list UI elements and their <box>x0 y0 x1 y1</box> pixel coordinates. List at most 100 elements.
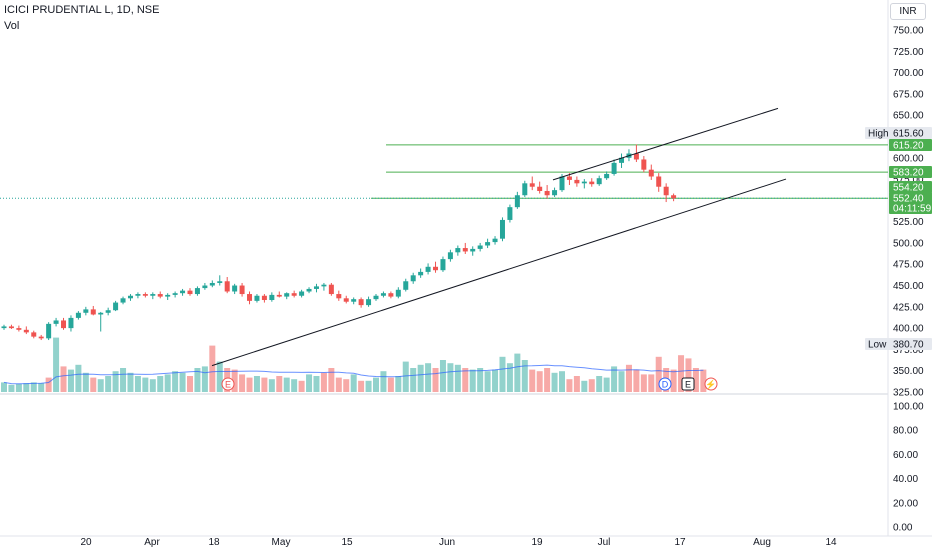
volume-bar <box>105 376 112 392</box>
price-level-name: Low <box>868 340 887 351</box>
volume-bar <box>611 366 618 392</box>
candle-body <box>380 293 386 296</box>
event-marker-label: ⚡ <box>705 379 716 391</box>
candle-body <box>269 294 275 301</box>
candle-body <box>440 259 446 271</box>
volume-bar <box>194 368 201 392</box>
volume-bar <box>678 355 685 392</box>
candle-body <box>313 286 319 289</box>
candle-body <box>671 195 677 199</box>
volume-bar <box>603 377 610 392</box>
candle-body <box>187 290 193 295</box>
candle-body <box>433 266 439 271</box>
volume-bar <box>246 377 253 392</box>
time-tick-label: Aug <box>753 537 771 548</box>
candle-body <box>611 162 617 174</box>
volume-tick-label: 0.00 <box>893 523 913 534</box>
currency-button[interactable]: INR <box>890 3 926 20</box>
volume-bar <box>462 368 469 392</box>
volume-bar <box>469 369 476 392</box>
volume-bar <box>633 369 640 392</box>
event-marker-label: D <box>662 380 669 390</box>
volume-bar <box>559 371 565 392</box>
candle-body <box>142 294 148 296</box>
price-tick-label: 675.00 <box>893 89 924 100</box>
time-tick-label: May <box>272 537 291 548</box>
price-level-label: 615.20 <box>893 141 924 152</box>
candle-body <box>351 299 357 302</box>
candle-body <box>8 326 14 329</box>
candle-body <box>388 293 394 297</box>
time-tick-label: 19 <box>531 537 543 548</box>
price-tick-label: 375.00 <box>893 345 924 356</box>
volume-bar <box>67 369 74 392</box>
candle-body <box>366 299 372 306</box>
candle-body <box>105 310 111 313</box>
volume-bar <box>640 374 647 392</box>
volume-bar <box>402 361 409 392</box>
volume-tick-label: 40.00 <box>893 474 918 485</box>
volume-bar <box>127 372 134 392</box>
volume-bar <box>447 363 454 392</box>
volume-bar <box>454 364 461 392</box>
volume-bar <box>670 369 677 392</box>
volume-bar <box>395 376 402 392</box>
price-tick-label: 500.00 <box>893 238 924 249</box>
time-tick-label: 20 <box>80 537 92 548</box>
candle-body <box>336 294 342 299</box>
volume-bar <box>387 377 394 392</box>
volume-bar <box>313 376 320 392</box>
volume-bar <box>425 363 432 392</box>
volume-bar <box>134 376 141 392</box>
price-level-badge <box>889 139 932 151</box>
volume-tick-label: 60.00 <box>893 450 918 461</box>
candle-body <box>648 169 654 177</box>
time-tick-label: Apr <box>144 537 160 548</box>
candle-body <box>566 176 572 180</box>
volume-bar <box>477 368 484 392</box>
candle-body <box>113 302 119 311</box>
volume-bar <box>268 379 275 392</box>
candle-body <box>663 186 669 196</box>
volume-bar <box>291 379 298 392</box>
price-tick-label: 725.00 <box>893 47 924 58</box>
price-tick-label: 700.00 <box>893 68 924 79</box>
volume-bar <box>655 356 662 392</box>
volume-bar <box>618 371 625 392</box>
volume-indicator-label[interactable]: Vol <box>4 20 20 32</box>
volume-bar <box>149 379 156 392</box>
candle-body <box>477 245 483 249</box>
volume-bar <box>8 384 15 392</box>
volume-bar <box>82 372 89 392</box>
candle-body <box>529 183 535 187</box>
event-marker <box>221 377 235 391</box>
candle-body <box>462 248 468 252</box>
volume-bar <box>492 369 499 392</box>
volume-bar <box>201 366 208 392</box>
price-tick-label: 525.00 <box>893 217 924 228</box>
candle-body <box>410 275 416 282</box>
price-level-label: 615.60 <box>893 129 924 140</box>
volume-bar <box>231 369 238 392</box>
volume-bar <box>380 371 387 392</box>
volume-bar <box>536 371 543 392</box>
candle-body <box>284 293 290 297</box>
candle-body <box>552 190 558 196</box>
volume-bar <box>112 371 119 392</box>
candle-body <box>656 176 662 187</box>
symbol-title[interactable]: ICICI PRUDENTIAL L, 1D, NSE <box>4 4 160 16</box>
volume-bar <box>253 376 260 392</box>
price-level-label: 04:11:59 <box>893 204 932 215</box>
trendline-upper <box>552 107 779 181</box>
candle-body <box>83 309 89 313</box>
candle-body <box>299 291 305 296</box>
price-level-label: 554.20 <box>893 183 924 194</box>
volume-bar <box>23 383 30 392</box>
candle-body <box>46 323 52 339</box>
volume-bar <box>648 374 655 392</box>
candle-body <box>1 326 7 329</box>
volume-bar <box>573 376 580 392</box>
candle-body <box>574 179 580 184</box>
candle-body <box>291 293 297 296</box>
